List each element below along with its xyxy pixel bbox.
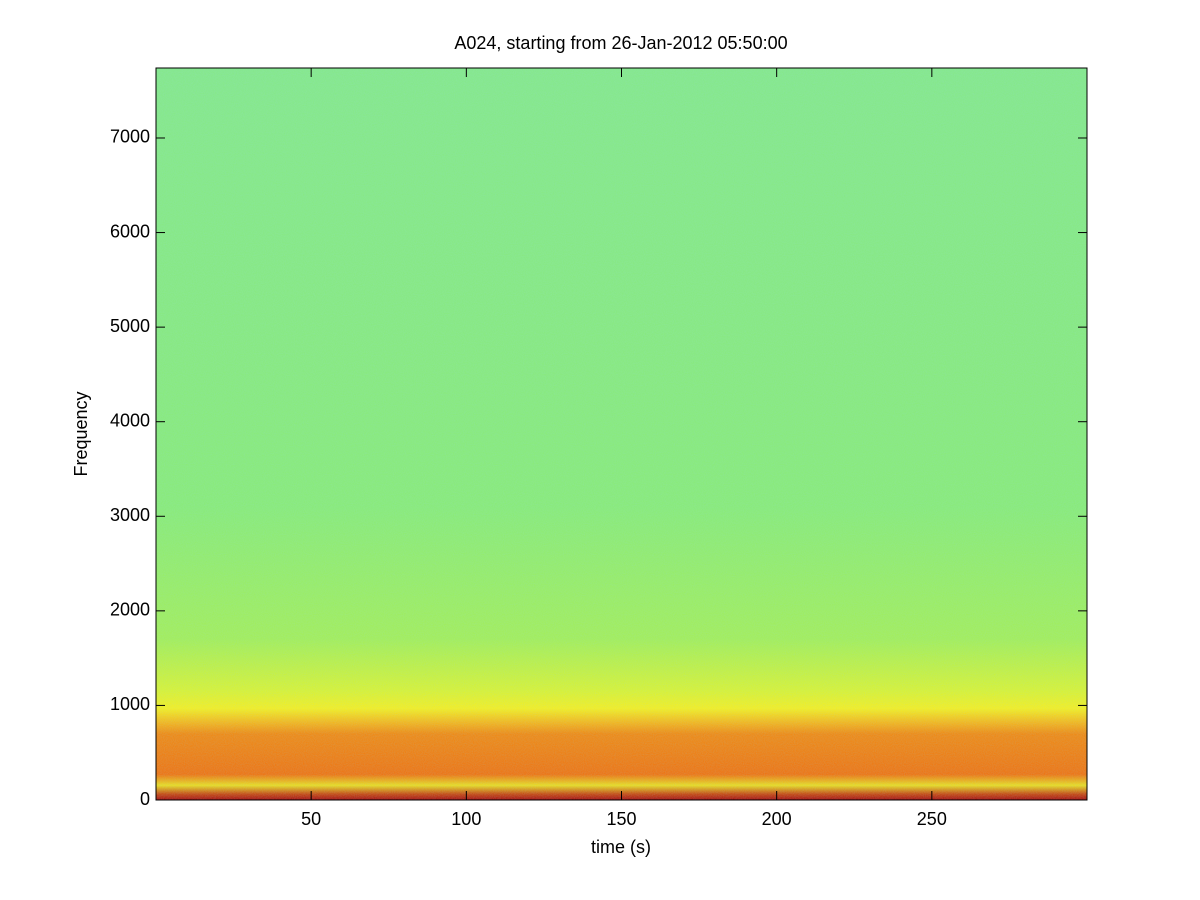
x-tick-label: 150 — [606, 809, 636, 829]
chart-title: A024, starting from 26-Jan-2012 05:50:00 — [454, 33, 787, 53]
y-tick-label: 2000 — [110, 600, 150, 620]
y-tick-label: 7000 — [110, 127, 150, 147]
y-tick-label: 5000 — [110, 316, 150, 336]
y-tick-label: 1000 — [110, 694, 150, 714]
y-tick-label: 0 — [140, 789, 150, 809]
x-tick-label: 50 — [301, 809, 321, 829]
x-tick-label: 250 — [917, 809, 947, 829]
y-tick-label: 4000 — [110, 410, 150, 430]
x-tick-label: 200 — [762, 809, 792, 829]
x-axis-label: time (s) — [591, 837, 651, 857]
x-tick-label: 100 — [451, 809, 481, 829]
y-axis-label: Frequency — [71, 391, 91, 476]
y-tick-label: 6000 — [110, 221, 150, 241]
y-tick-label: 3000 — [110, 505, 150, 525]
spectrogram-image — [156, 68, 1087, 800]
